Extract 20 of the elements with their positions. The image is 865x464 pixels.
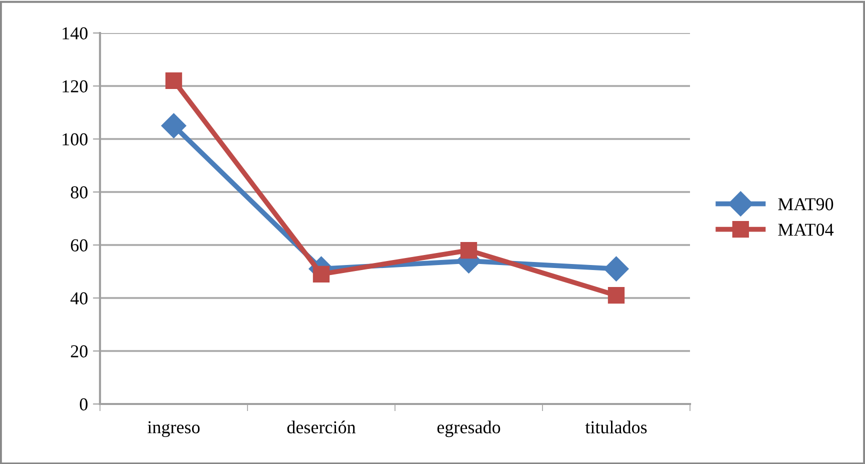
x-tick-label: ingreso [148,421,200,438]
legend-label: MAT90 [778,198,834,210]
y-tick-label: 40 [70,292,88,304]
point [460,242,478,259]
y-tick-label: 60 [70,239,88,252]
point [165,72,182,90]
y-tick-label: 20 [70,345,88,358]
y-tick-label: 100 [62,133,88,146]
y-tick-label: 140 [62,27,88,40]
x-tick-label: egresado [437,420,500,438]
point [161,113,186,138]
y-tick-label: 80 [70,186,88,198]
legend-label: MAT04 [778,224,834,236]
y-tick-label: 120 [62,80,88,92]
point [608,287,625,304]
point [604,256,629,282]
y-tick-label: 0 [80,398,88,410]
point [312,266,330,282]
x-tick-label: deserción [287,420,356,434]
x-tick-label: titulados [585,420,647,434]
